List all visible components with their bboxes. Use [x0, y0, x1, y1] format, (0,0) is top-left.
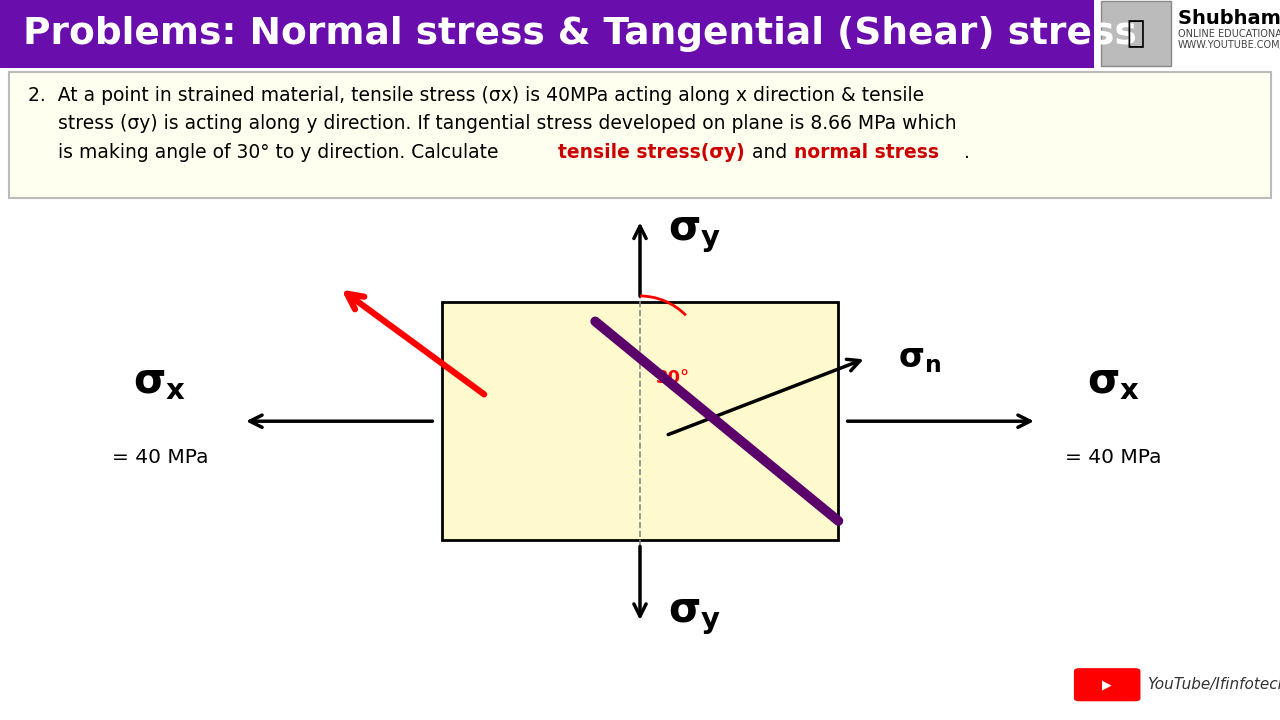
Text: $\mathbf{\sigma_x}$: $\mathbf{\sigma_x}$: [1087, 361, 1140, 402]
Text: stress (σy) is acting along y direction. If tangential stress developed on plane: stress (σy) is acting along y direction.…: [28, 114, 956, 133]
Text: ONLINE EDUCATIONAL SERVICES: ONLINE EDUCATIONAL SERVICES: [1178, 29, 1280, 39]
Text: Shubham Kola: Shubham Kola: [1178, 9, 1280, 27]
Text: normal stress: normal stress: [794, 143, 938, 162]
Text: $\mathbf{\sigma_y}$: $\mathbf{\sigma_y}$: [668, 595, 722, 636]
Text: 30°: 30°: [655, 369, 690, 387]
Text: Problems: Normal stress & Tangential (Shear) stress: Problems: Normal stress & Tangential (Sh…: [23, 16, 1137, 52]
Bar: [1101, 1, 1171, 66]
Text: .: .: [964, 143, 970, 162]
Text: ▶: ▶: [1102, 678, 1112, 691]
FancyBboxPatch shape: [1074, 668, 1140, 701]
Text: YouTube/Ifinfotech: YouTube/Ifinfotech: [1147, 678, 1280, 692]
Text: 2.  At a point in strained material, tensile stress (σx) is 40MPa acting along x: 2. At a point in strained material, tens…: [28, 86, 924, 104]
Text: is making angle of 30° to y direction. Calculate: is making angle of 30° to y direction. C…: [28, 143, 504, 162]
Text: = 40 MPa: = 40 MPa: [1065, 448, 1162, 467]
Text: = 40 MPa: = 40 MPa: [111, 448, 209, 467]
Text: and: and: [740, 143, 794, 162]
Text: WWW.YOUTUBE.COM/IFINFOTECH: WWW.YOUTUBE.COM/IFINFOTECH: [1178, 40, 1280, 50]
Text: tensile stress(σy): tensile stress(σy): [558, 143, 745, 162]
Text: $\mathbf{\sigma_n}$: $\mathbf{\sigma_n}$: [899, 342, 941, 374]
Bar: [442, 302, 838, 540]
Text: $\mathbf{\sigma_x}$: $\mathbf{\sigma_x}$: [133, 361, 187, 402]
Text: $\mathbf{\sigma_y}$: $\mathbf{\sigma_y}$: [668, 213, 722, 255]
Bar: [0, 0, 1094, 68]
FancyBboxPatch shape: [9, 72, 1271, 198]
Text: 👤: 👤: [1126, 19, 1144, 48]
Bar: [1094, 0, 1280, 68]
